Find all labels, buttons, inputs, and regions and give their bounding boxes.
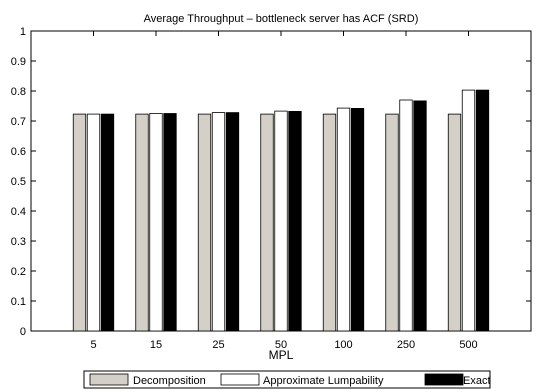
x-tick-label: 250 [397, 339, 415, 351]
y-tick-label: 0.1 [11, 296, 26, 308]
bar-decomposition [260, 113, 274, 332]
x-tick-label: 25 [212, 339, 224, 351]
legend-swatch [220, 373, 260, 386]
bar-decomposition [135, 113, 149, 332]
bar-decomposition [385, 113, 399, 332]
y-tick-label: 0.6 [11, 146, 26, 158]
x-tick-label: 500 [459, 339, 477, 351]
bar-exact [350, 108, 365, 332]
legend-swatch [424, 373, 464, 386]
bar-approximate-lumpability [274, 110, 288, 332]
legend-box [83, 370, 491, 389]
x-axis-title: MPL [269, 348, 294, 362]
bar-exact [288, 111, 302, 332]
bar-exact [100, 113, 115, 332]
bar-exact [413, 100, 427, 332]
y-tick-label: 0.3 [11, 236, 26, 248]
legend-label: Exact [463, 375, 491, 387]
x-axis: 5 15 25 50 100 250 500 [90, 31, 478, 351]
y-axis: 0 0.1 0.2 0.3 0.4 0.5 0.6 0.7 0.8 0.9 1 [11, 26, 531, 338]
legend: Decomposition Approximate Lumpability Exac… [83, 370, 491, 389]
x-tick-label: 15 [150, 339, 162, 351]
y-tick-label: 0 [20, 326, 26, 338]
y-tick-label: 1 [20, 26, 26, 38]
bar-approximate-lumpability [149, 113, 163, 332]
bar-approximate-lumpability [211, 112, 226, 332]
bar-exact [163, 113, 177, 332]
x-tick-label: 50 [275, 339, 287, 351]
x-tick-label: 5 [90, 339, 96, 351]
legend-swatch [89, 373, 129, 386]
bar-decomposition [322, 113, 337, 332]
bar-approximate-lumpability [86, 113, 101, 332]
y-tick-label: 0.5 [11, 176, 26, 188]
x-tick-label: 100 [334, 339, 352, 351]
y-tick-label: 0.8 [11, 86, 26, 98]
bar-decomposition [447, 113, 462, 332]
bar-decomposition [197, 113, 212, 332]
bars [72, 89, 490, 332]
bar-decomposition [72, 113, 87, 332]
bar-exact [225, 112, 240, 332]
y-tick-label: 0.7 [11, 116, 26, 128]
chart-title: Average Throughput – bottleneck server h… [144, 13, 419, 25]
legend-label: Approximate Lumpability [263, 375, 384, 387]
bar-exact [475, 89, 490, 332]
y-tick-label: 0.2 [11, 266, 26, 278]
bar-approximate-lumpability [336, 107, 351, 332]
bar-approximate-lumpability [399, 99, 413, 332]
y-tick-label: 0.9 [11, 56, 26, 68]
legend-label: Decomposition [133, 375, 206, 387]
y-tick-label: 0.4 [11, 206, 26, 218]
bar-approximate-lumpability [461, 89, 476, 332]
